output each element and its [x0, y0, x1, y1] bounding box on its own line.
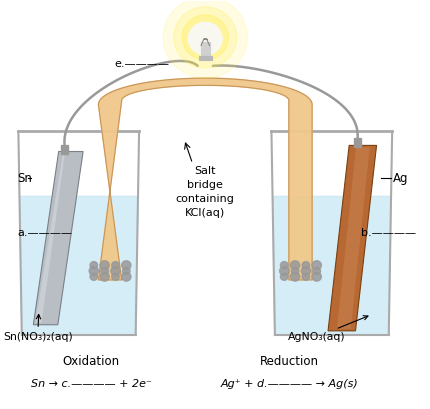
Circle shape: [313, 267, 320, 274]
Circle shape: [312, 261, 321, 270]
Circle shape: [301, 266, 310, 275]
Circle shape: [122, 261, 131, 270]
Circle shape: [111, 266, 120, 275]
Bar: [354, 139, 361, 147]
Circle shape: [182, 15, 228, 60]
Text: AgNO₃(aq): AgNO₃(aq): [288, 316, 368, 342]
Circle shape: [312, 272, 321, 281]
Circle shape: [101, 267, 108, 274]
Circle shape: [280, 266, 289, 275]
Text: Oxidation: Oxidation: [63, 355, 120, 368]
Text: b.————: b.————: [361, 228, 417, 238]
Polygon shape: [328, 145, 377, 331]
Circle shape: [291, 267, 299, 274]
Text: Sn: Sn: [18, 171, 32, 184]
Polygon shape: [273, 196, 391, 335]
Bar: [199, 56, 212, 60]
Circle shape: [163, 0, 247, 78]
Circle shape: [89, 266, 98, 275]
Bar: [201, 42, 210, 58]
Circle shape: [302, 273, 310, 280]
Circle shape: [90, 262, 98, 269]
Polygon shape: [98, 78, 312, 280]
Circle shape: [112, 273, 119, 280]
Circle shape: [188, 22, 222, 55]
Text: a.————: a.————: [18, 228, 73, 238]
Polygon shape: [35, 153, 65, 323]
Circle shape: [302, 262, 310, 269]
Text: Ag: Ag: [393, 171, 408, 184]
Text: e.————: e.————: [114, 59, 169, 69]
Circle shape: [100, 272, 109, 281]
Text: Ag⁺ + d.———— → Ag(s): Ag⁺ + d.———— → Ag(s): [221, 379, 359, 389]
Text: Sn → c.———— + 2e⁻: Sn → c.———— + 2e⁻: [31, 379, 152, 389]
Text: Reduction: Reduction: [260, 355, 319, 368]
Circle shape: [100, 261, 109, 270]
Circle shape: [90, 273, 98, 280]
Polygon shape: [19, 196, 138, 335]
Bar: [61, 144, 68, 153]
Polygon shape: [34, 151, 83, 325]
Circle shape: [290, 261, 300, 270]
Circle shape: [122, 272, 131, 281]
Polygon shape: [337, 147, 370, 329]
Circle shape: [290, 272, 300, 281]
Text: Sn(NO₃)₂(aq): Sn(NO₃)₂(aq): [3, 315, 73, 342]
Circle shape: [280, 262, 288, 269]
Circle shape: [174, 7, 237, 68]
Circle shape: [112, 262, 119, 269]
Circle shape: [123, 267, 130, 274]
Circle shape: [280, 273, 288, 280]
Text: Salt
bridge
containing
KCl(aq): Salt bridge containing KCl(aq): [176, 166, 235, 218]
